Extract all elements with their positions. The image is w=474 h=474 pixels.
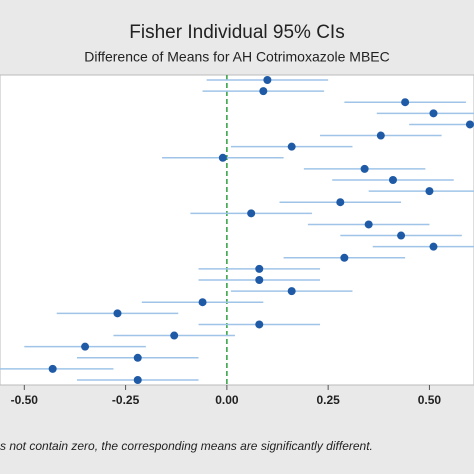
mean-point (255, 276, 264, 284)
mean-point (429, 242, 438, 251)
mean-point (388, 176, 397, 184)
footnote: s not contain zero, the corresponding me… (0, 439, 373, 453)
mean-point (425, 187, 434, 196)
mean-point (364, 220, 373, 229)
mean-point (81, 342, 90, 351)
mean-point (397, 231, 406, 240)
mean-point (247, 209, 256, 218)
mean-point (48, 364, 57, 373)
mean-point (287, 287, 296, 296)
x-tick-label: -0.50 (11, 393, 39, 407)
x-tick-label: -0.25 (112, 393, 140, 407)
mean-point (360, 164, 369, 173)
chart-subtitle: Difference of Means for AH Cotrimoxazole… (84, 49, 390, 65)
mean-point (133, 376, 142, 384)
mean-point (401, 98, 410, 107)
mean-point (113, 309, 122, 318)
mean-point (255, 264, 264, 273)
x-tick-label: 0.50 (418, 393, 442, 407)
mean-point (287, 142, 296, 151)
mean-point (255, 320, 264, 329)
mean-point (336, 198, 345, 207)
mean-point (429, 109, 438, 118)
mean-point (376, 131, 385, 140)
mean-point (259, 87, 268, 96)
mean-point (218, 153, 227, 162)
mean-point (263, 76, 272, 84)
chart-title: Fisher Individual 95% CIs (129, 22, 344, 43)
x-tick-label: 0.25 (316, 393, 340, 407)
plot-area (0, 74, 474, 386)
mean-point (133, 353, 142, 362)
x-tick-label: 0.00 (215, 393, 239, 407)
mean-point (170, 331, 179, 340)
mean-point (198, 298, 207, 307)
mean-point (340, 253, 349, 262)
mean-point (465, 120, 474, 129)
